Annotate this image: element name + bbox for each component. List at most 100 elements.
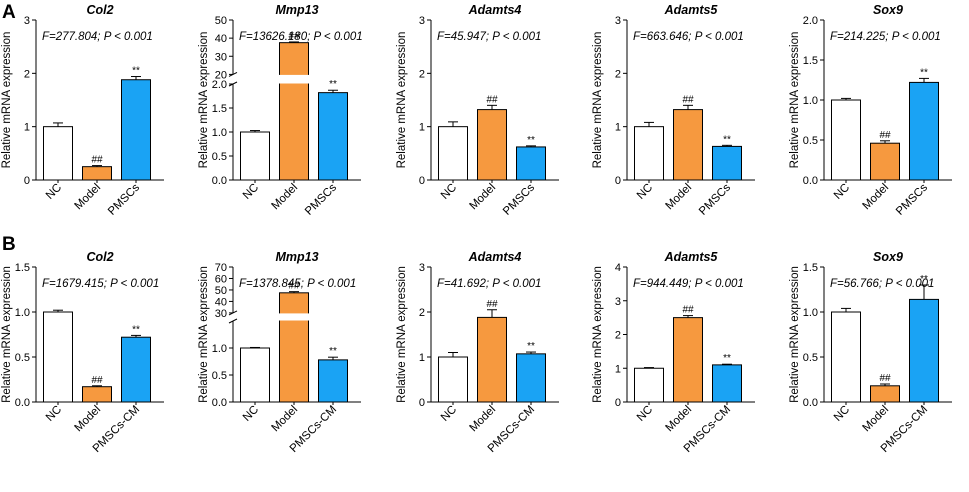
y-tick-label: 3 [615, 296, 621, 308]
significance-mark: ** [920, 67, 928, 78]
y-tick-label: 2 [419, 307, 425, 319]
x-tick-label: Model [72, 182, 103, 213]
y-tick-label: 40 [215, 296, 227, 308]
bar-model [870, 385, 900, 403]
bar-nc [43, 311, 73, 403]
subplot-title: Sox9 [873, 250, 903, 264]
bar-pmscs [909, 81, 939, 181]
y-axis-label: Relative mRNA expression [1, 266, 13, 403]
significance-mark: ## [91, 155, 103, 166]
bar-model [279, 292, 309, 403]
y-tick-label: 70 [215, 262, 227, 274]
axis-break-mark [228, 318, 238, 324]
x-tick-label: Model [860, 182, 891, 213]
y-tick-label: 1 [24, 122, 30, 134]
y-tick-label: 1 [419, 352, 425, 364]
x-tick-label: Model [467, 404, 498, 435]
bar-model [477, 109, 507, 181]
bar-break-gap [278, 74, 310, 84]
y-tick-label: 1.5 [212, 103, 227, 115]
x-tick-label: PMSCs [894, 181, 930, 217]
y-tick-label: 3 [419, 15, 425, 27]
x-tick-label: Model [72, 404, 103, 435]
y-tick-label: 1.0 [212, 343, 227, 355]
x-tick-label: NC [44, 182, 64, 202]
x-tick-label: PMSCs [501, 181, 537, 217]
y-tick-label: 1.5 [803, 55, 818, 67]
bar-model [673, 317, 703, 403]
stat-text: F=56.766; P < 0.001 [830, 278, 934, 290]
stat-text: F=1378.845; P < 0.001 [239, 278, 356, 290]
y-tick-label: 0 [615, 175, 621, 187]
bar-pmscs-cm [121, 336, 151, 403]
significance-mark: ## [288, 281, 300, 292]
stat-text: F=277.804; P < 0.001 [42, 31, 153, 43]
y-tick-label: 1 [615, 122, 621, 134]
stat-text: F=663.646; P < 0.001 [633, 31, 744, 43]
bar-nc [43, 126, 73, 181]
bar-nc [634, 126, 664, 181]
x-tick-label: PMSCs [303, 181, 339, 217]
y-tick-label: 0.0 [212, 397, 227, 409]
x-tick-label: NC [832, 182, 852, 202]
y-tick-label: 0.5 [212, 151, 227, 163]
x-tick-label: NC [635, 404, 655, 424]
stat-text: F=45.947; P < 0.001 [437, 31, 541, 43]
significance-mark: ## [91, 375, 103, 386]
y-tick-label: 0.5 [15, 352, 30, 364]
x-tick-label: NC [439, 182, 459, 202]
y-tick-label: 1.0 [15, 307, 30, 319]
y-tick-label: 40 [215, 33, 227, 45]
y-tick-label: 1.0 [212, 127, 227, 139]
bar-break-gap [278, 313, 310, 321]
subplot-title: Sox9 [873, 3, 903, 17]
significance-mark: ** [132, 66, 140, 77]
y-tick-label: 0.5 [803, 352, 818, 364]
x-tick-label: NC [635, 182, 655, 202]
x-tick-label: PMSCs [697, 181, 733, 217]
bar-pmscs [516, 146, 546, 181]
subplot-title: Adamts4 [468, 3, 522, 17]
x-tick-label: NC [241, 404, 261, 424]
x-tick-label: Model [663, 404, 694, 435]
subplot-title: Adamts5 [664, 250, 719, 264]
y-tick-label: 0.0 [212, 175, 227, 187]
bar-model [279, 42, 309, 181]
bar-pmscs-cm [318, 359, 348, 403]
significance-mark: ## [682, 94, 694, 105]
y-tick-label: 30 [215, 308, 227, 320]
subplot-col2-a: Col2 0 1 2 3 Relative mRNA expression NC ## Mode… [1, 3, 164, 218]
subplot-title: Col2 [86, 3, 113, 17]
bar-nc [831, 311, 861, 403]
subplot-title: Mmp13 [275, 3, 318, 17]
stat-text: F=41.692; P < 0.001 [437, 278, 541, 290]
significance-mark: ## [879, 130, 891, 141]
y-axis-label: Relative mRNA expression [1, 32, 13, 169]
y-tick-label: 1 [419, 122, 425, 134]
bar-pmscs-cm [712, 364, 742, 403]
significance-mark: ** [920, 274, 928, 285]
y-axis-label: Relative mRNA expression [396, 32, 408, 169]
stat-text: F=944.449; P < 0.001 [633, 278, 744, 290]
y-axis-label: Relative mRNA expression [592, 266, 604, 403]
y-axis-label: Relative mRNA expression [198, 266, 210, 403]
y-tick-label: 2.0 [803, 15, 818, 27]
x-tick-label: NC [241, 182, 261, 202]
y-tick-label: 0.0 [15, 397, 30, 409]
bar-model [673, 109, 703, 181]
y-tick-label: 3 [615, 15, 621, 27]
y-tick-label: 50 [215, 285, 227, 297]
y-axis-label: Relative mRNA expression [396, 266, 408, 403]
y-tick-label: 20 [215, 69, 227, 81]
significance-mark: ** [329, 346, 337, 357]
y-tick-label: 0.5 [212, 370, 227, 382]
significance-mark: ** [527, 135, 535, 146]
y-tick-label: 0 [615, 397, 621, 409]
y-axis-label: Relative mRNA expression [198, 32, 210, 169]
y-tick-label: 60 [215, 273, 227, 285]
x-tick-label: PMSCs [106, 181, 142, 217]
